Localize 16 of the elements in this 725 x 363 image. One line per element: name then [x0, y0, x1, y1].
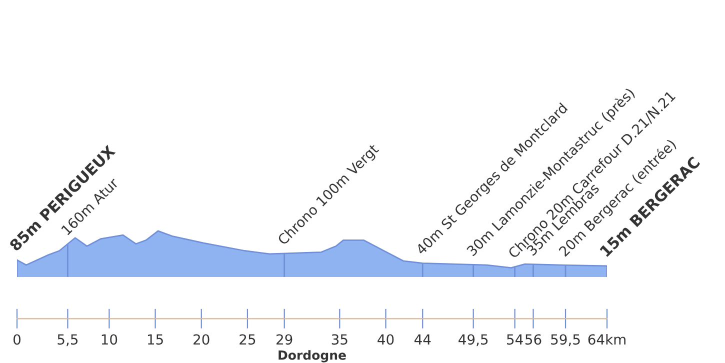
x-tick-label: 54 [507, 334, 523, 345]
x-tick-label: 20 [194, 334, 210, 345]
x-tick-label: 49,5 [458, 334, 488, 346]
x-tick-label: 35 [332, 334, 348, 345]
x-tick-label: 25 [240, 334, 256, 345]
x-tick-label: 15 [148, 334, 163, 345]
x-tick-label: 59,5 [551, 334, 580, 346]
x-tick-label: 56 [525, 334, 542, 345]
x-tick-label: 10 [102, 334, 118, 345]
x-tick-label: 29 [276, 334, 292, 345]
x-tick-label: 64km [588, 334, 626, 345]
x-tick-label: 40 [378, 334, 394, 345]
x-axis-title: Dordogne [278, 350, 346, 362]
x-tick-label: 5,5 [58, 334, 78, 346]
x-tick-label: 44 [414, 334, 431, 344]
x-tick-label: 0 [13, 334, 20, 345]
